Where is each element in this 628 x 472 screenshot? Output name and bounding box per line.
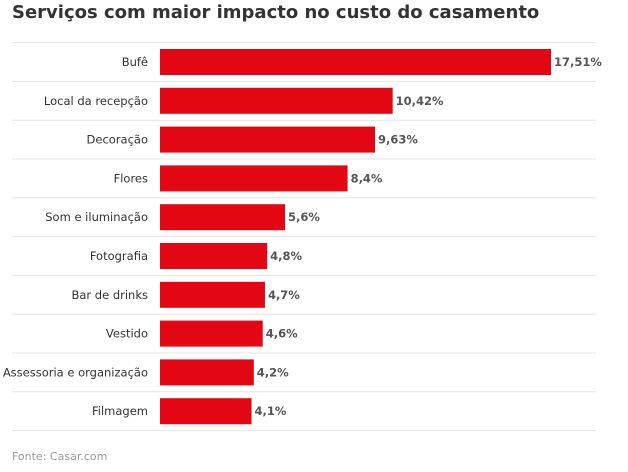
value-label: 4,7%: [268, 288, 300, 302]
value-label: 4,8%: [270, 249, 302, 263]
category-labels: Bufê Local da recepção Decoração Flores Som …: [3, 55, 148, 418]
category-label: Decoração: [87, 133, 148, 147]
bar: [160, 281, 265, 308]
bar: [160, 398, 252, 425]
value-label: 4,2%: [257, 365, 289, 379]
category-label: Vestido: [106, 327, 148, 341]
bars: [160, 49, 551, 425]
category-label: Local da recepção: [44, 94, 148, 108]
category-label: Bufê: [122, 55, 148, 69]
bar: [160, 165, 348, 192]
value-label: 5,6%: [288, 210, 320, 224]
category-label: Assessoria e organização: [3, 365, 148, 379]
bar: [160, 87, 393, 114]
bar: [160, 204, 286, 231]
category-label: Fotografia: [90, 249, 148, 263]
value-label: 9,63%: [378, 133, 418, 147]
category-label: Som e iluminação: [45, 210, 148, 224]
source-note: Fonte: Casar.com: [12, 450, 108, 463]
category-label: Filmagem: [92, 404, 148, 418]
category-label: Flores: [114, 171, 148, 185]
value-labels: 17,51% 10,42% 9,63% 8,4% 5,6% 4,8% 4,7% 4,6% 4,2…: [255, 55, 603, 418]
chart-title: Serviços com maior impacto no custo do c…: [12, 2, 540, 23]
value-label: 4,6%: [266, 327, 298, 341]
bar: [160, 320, 263, 347]
value-label: 17,51%: [554, 55, 602, 69]
value-label: 10,42%: [396, 94, 444, 108]
gridlines: [12, 42, 596, 432]
bar: [160, 126, 376, 153]
value-label: 8,4%: [351, 171, 383, 185]
value-label: 4,1%: [255, 404, 287, 418]
bar: [160, 243, 268, 269]
category-label: Bar de drinks: [71, 288, 148, 302]
bar: [160, 359, 254, 386]
bar: [160, 49, 551, 75]
